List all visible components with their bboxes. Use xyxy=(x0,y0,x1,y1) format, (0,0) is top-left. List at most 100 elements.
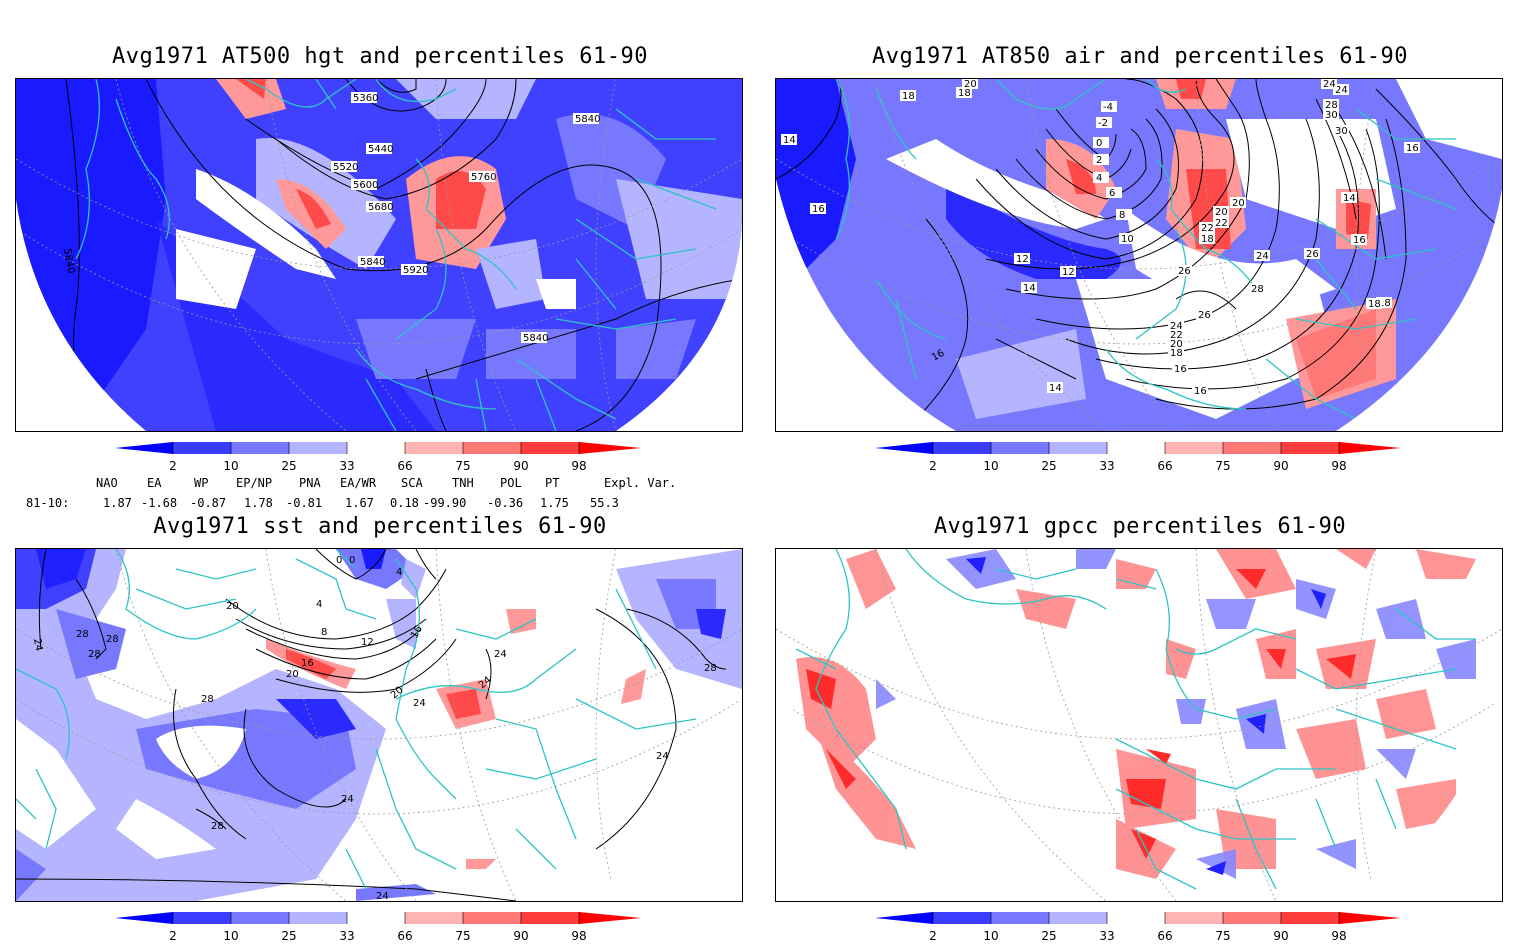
colorbar-tick-label: 66 xyxy=(397,929,413,943)
contour-label: 12 xyxy=(1062,267,1075,278)
contour-label: 0 xyxy=(349,555,355,566)
contour-label: 0 xyxy=(336,555,342,566)
colorbar-tick-label: 33 xyxy=(1099,459,1115,473)
contour-label: -2 xyxy=(1098,118,1108,129)
colorbar-tick-label: 75 xyxy=(455,929,471,943)
colorbar-segment xyxy=(521,442,579,454)
contour-label: 5520 xyxy=(333,162,358,173)
colorbar-segment xyxy=(347,442,405,454)
contour-label: 4 xyxy=(316,599,322,610)
index-header: EP/NP xyxy=(236,476,273,490)
contour-label: 4 xyxy=(396,567,402,578)
contour-label: 22 xyxy=(1170,330,1183,341)
panel-title-gpcc: Avg1971 gpcc percentiles 61-90 xyxy=(933,514,1347,539)
map-sst-svg: 24 28 28 28 20 4 8 12 16 16 20 20 24 24 … xyxy=(16,549,742,901)
colorbar-segment xyxy=(875,912,933,924)
contour-label: 22 xyxy=(1201,223,1214,234)
colorbar-tick-label: 90 xyxy=(1273,459,1289,473)
map-panel-air850: 18 18 20 16 16 14 -4 -2 0 2 4 6 8 10 12 … xyxy=(775,78,1503,432)
contour-label: 5360 xyxy=(353,93,378,104)
colorbar-segment xyxy=(463,442,521,454)
contour-label: 22 xyxy=(1215,218,1228,229)
colorbar-tick-label: 98 xyxy=(571,929,587,943)
contour-label: 20 xyxy=(286,669,299,680)
colorbar-tick-label: 33 xyxy=(1099,929,1115,943)
contour-label: 26 xyxy=(1178,266,1191,277)
colorbar-segment xyxy=(1107,442,1165,454)
colorbar-legend: 2 10 25 33 66 75 90 98 xyxy=(875,910,1415,950)
contour-label: 24 xyxy=(376,891,389,901)
contour-label: 24 xyxy=(494,649,507,660)
index-value: -0.87 xyxy=(190,496,227,510)
map-gpcc-svg xyxy=(776,549,1502,901)
colorbar-segment xyxy=(1223,912,1281,924)
contour-label: 24 xyxy=(413,698,426,709)
colorbar-segment xyxy=(405,912,463,924)
index-value: 1.78 xyxy=(244,496,273,510)
index-header: WP xyxy=(194,476,209,490)
map-panel-sst: 24 28 28 28 20 4 8 12 16 16 20 20 24 24 … xyxy=(15,548,743,902)
colorbar-tick-label: 75 xyxy=(1215,929,1231,943)
contour-label: 28 xyxy=(211,821,224,832)
contour-label: 5440 xyxy=(368,144,393,155)
colorbar-tick-label: 25 xyxy=(1041,459,1057,473)
contour-label: 20 xyxy=(226,601,239,612)
contour-label: 24 xyxy=(1256,251,1269,262)
index-header: POL xyxy=(500,476,522,490)
contour-label: 24 xyxy=(341,794,354,805)
colorbar-tick-label: 10 xyxy=(223,459,239,473)
index-value: -1.68 xyxy=(141,496,178,510)
index-header: TNH xyxy=(452,476,474,490)
colorbar-segment xyxy=(1165,442,1223,454)
colorbar-tick-label: 75 xyxy=(455,459,471,473)
colorbar-tick-label: 10 xyxy=(983,459,999,473)
colorbar-segment xyxy=(173,442,231,454)
contour-label: 16 xyxy=(1353,235,1366,246)
colorbar-tick-label: 2 xyxy=(169,929,177,943)
contour-label: 16 xyxy=(1194,386,1207,397)
index-value: -99.90 xyxy=(423,496,467,510)
colorbar-svg xyxy=(875,912,1401,924)
index-header: SCA xyxy=(401,476,423,490)
colorbar-segment xyxy=(173,912,231,924)
contour-label: 20 xyxy=(1232,198,1245,209)
contour-label: 10 xyxy=(1121,234,1134,245)
colorbar-tick-label: 90 xyxy=(513,459,529,473)
colorbar-tick-label: 33 xyxy=(339,929,355,943)
contour-label: 24 xyxy=(31,638,44,652)
index-header: Expl. Var. xyxy=(604,476,677,490)
colorbar-tick-label: 2 xyxy=(929,929,937,943)
contour-label: 5760 xyxy=(471,172,496,183)
contour-label: 24 xyxy=(1335,85,1348,96)
colorbar-legend: 2 10 25 33 66 75 90 98 xyxy=(875,440,1415,480)
index-value: 1.67 xyxy=(345,496,374,510)
colorbar-segment xyxy=(1339,912,1401,924)
colorbar-segment xyxy=(521,912,579,924)
colorbar-tick-label: 2 xyxy=(929,459,937,473)
index-header: EA xyxy=(147,476,162,490)
colorbar-segment xyxy=(115,912,173,924)
contour-label: 18 xyxy=(1170,348,1183,359)
contour-label: 28 xyxy=(88,649,101,660)
contour-label: 5840 xyxy=(523,333,548,344)
panel-title-sst: Avg1971 sst and percentiles 61-90 xyxy=(153,514,607,539)
colorbar-segment xyxy=(1339,442,1401,454)
colorbar-segment xyxy=(1107,912,1165,924)
colorbar-segment xyxy=(875,442,933,454)
colorbar-tick-label: 75 xyxy=(1215,459,1231,473)
colorbar-segment xyxy=(289,912,347,924)
index-value: 1.87 xyxy=(103,496,132,510)
colorbar-segment xyxy=(1049,442,1107,454)
colorbar-tick-label: 25 xyxy=(281,929,297,943)
map-hgt500-svg: 5360 5440 5520 5600 5680 5760 5840 5920 … xyxy=(16,79,742,431)
colorbar-segment xyxy=(463,912,521,924)
teleconnection-indices-table: NAO EA WP EP/NP PNA EA/WR SCA TNH POL PT… xyxy=(0,474,760,514)
colorbar-segment xyxy=(991,912,1049,924)
contour-label: 16 xyxy=(1174,364,1187,375)
contour-label: 14 xyxy=(1343,193,1356,204)
colorbar-tick-label: 98 xyxy=(1331,929,1347,943)
contour-label: 0 xyxy=(1096,138,1102,149)
colorbar-segment xyxy=(1049,912,1107,924)
colorbar-segment xyxy=(933,442,991,454)
colorbar-segment xyxy=(289,442,347,454)
